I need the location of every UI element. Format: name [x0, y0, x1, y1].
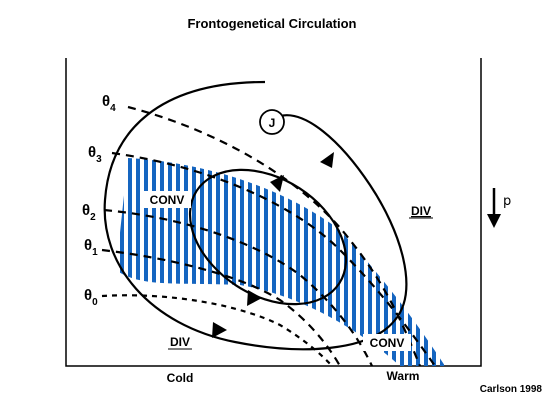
isentrope-theta1 — [101, 248, 341, 366]
conv-lower-bg — [363, 334, 411, 351]
arrow-inner-lower-icon — [247, 290, 262, 306]
arrow-inner-upper-icon — [270, 175, 284, 192]
isentrope-theta3 — [111, 151, 436, 366]
isentrope-theta0 — [101, 294, 333, 366]
isentrope-theta2 — [103, 208, 373, 366]
conv-upper-bg — [143, 191, 191, 208]
x-axis-cold-label: Cold — [167, 371, 194, 385]
theta4-label: θ4 — [102, 93, 116, 114]
theta1-label: θ1 — [84, 237, 98, 258]
div-upper-label: DIV — [411, 204, 431, 218]
isentrope-theta4 — [127, 105, 422, 366]
div-lower-label: DIV — [170, 335, 190, 349]
arrow-outer-lower-icon — [212, 322, 227, 338]
jet-marker — [259, 109, 285, 135]
theta3-label: θ3 — [88, 144, 102, 165]
jet-label: J — [269, 116, 276, 130]
conv-lower-label: CONV — [370, 336, 405, 350]
pressure-label: p — [503, 194, 511, 209]
theta2-label: θ2 — [82, 202, 96, 223]
inner-circulation-loop — [188, 168, 348, 306]
diagram-title: Frontogenetical Circulation — [187, 16, 356, 31]
conv-upper-label: CONV — [150, 193, 185, 207]
x-axis-warm-label: Warm — [387, 369, 420, 383]
arrow-outer-upper-icon — [320, 152, 334, 168]
diagram-frame — [65, 58, 482, 367]
credit-label: Carlson 1998 — [480, 384, 543, 395]
theta0-label: θ0 — [84, 287, 98, 308]
outer-circulation-loop — [103, 80, 408, 351]
pressure-arrow-icon — [487, 214, 501, 228]
